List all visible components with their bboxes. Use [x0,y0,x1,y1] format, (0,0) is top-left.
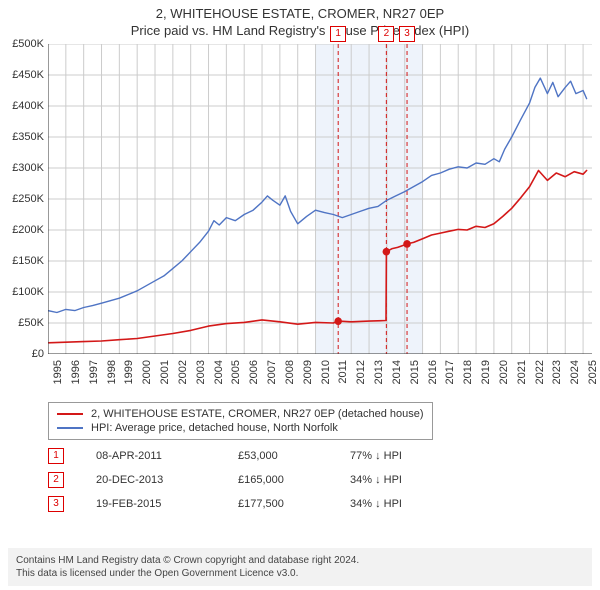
event-row: 1 08-APR-2011 £53,000 77% ↓ HPI [48,448,440,464]
x-tick-label: 2023 [551,360,563,384]
x-tick-label: 1996 [70,360,82,384]
legend-swatch [57,427,83,429]
y-tick-label: £350K [12,131,44,143]
y-tick-label: £250K [12,193,44,205]
legend-row: 2, WHITEHOUSE ESTATE, CROMER, NR27 0EP (… [57,407,424,421]
y-tick-label: £150K [12,255,44,267]
event-delta: 34% ↓ HPI [350,474,440,486]
x-tick-label: 2005 [230,360,242,384]
event-row: 2 20-DEC-2013 £165,000 34% ↓ HPI [48,472,440,488]
event-price: £53,000 [238,450,318,462]
event-marker-label: 1 [330,26,346,42]
footer-line: Contains HM Land Registry data © Crown c… [16,554,584,567]
title-main: 2, WHITEHOUSE ESTATE, CROMER, NR27 0EP [0,6,600,21]
event-delta: 77% ↓ HPI [350,450,440,462]
x-tick-label: 2021 [516,360,528,384]
footer-line: This data is licensed under the Open Gov… [16,567,584,580]
y-tick-label: £100K [12,286,44,298]
x-tick-label: 1998 [106,360,118,384]
event-price: £165,000 [238,474,318,486]
legend-row: HPI: Average price, detached house, Nort… [57,421,424,435]
plot-area [48,44,592,354]
x-tick-label: 2016 [427,360,439,384]
legend-swatch [57,413,83,415]
event-date: 20-DEC-2013 [96,474,206,486]
x-tick-label: 2022 [534,360,546,384]
x-tick-label: 1995 [52,360,64,384]
x-tick-label: 2007 [266,360,278,384]
x-tick-label: 2018 [462,360,474,384]
x-tick-label: 2019 [480,360,492,384]
x-tick-label: 2001 [159,360,171,384]
x-tick-label: 2009 [302,360,314,384]
y-axis-ticks: £0£50K£100K£150K£200K£250K£300K£350K£400… [4,44,48,354]
x-tick-label: 2002 [177,360,189,384]
title-block: 2, WHITEHOUSE ESTATE, CROMER, NR27 0EP P… [0,0,600,38]
x-tick-label: 2011 [337,360,349,384]
event-marker-label: 3 [399,26,415,42]
footer-attribution: Contains HM Land Registry data © Crown c… [8,548,592,586]
x-tick-label: 2025 [587,360,599,384]
x-tick-label: 2003 [195,360,207,384]
x-axis-ticks: 1995 1996 1997 1998 1999 2000 2001 2002 2003 2004… [48,354,592,398]
x-tick-label: 2013 [373,360,385,384]
x-tick-label: 2012 [355,360,367,384]
legend: 2, WHITEHOUSE ESTATE, CROMER, NR27 0EP (… [48,402,433,440]
legend-label: HPI: Average price, detached house, Nort… [91,422,338,434]
x-tick-label: 2015 [409,360,421,384]
event-marker-label: 2 [378,26,394,42]
x-tick-label: 2014 [391,360,403,384]
legend-label: 2, WHITEHOUSE ESTATE, CROMER, NR27 0EP (… [91,408,424,420]
x-tick-label: 2010 [320,360,332,384]
event-delta: 34% ↓ HPI [350,498,440,510]
x-tick-label: 2008 [284,360,296,384]
y-tick-label: £0 [32,348,44,360]
title-sub: Price paid vs. HM Land Registry's House … [0,23,600,38]
event-row: 3 19-FEB-2015 £177,500 34% ↓ HPI [48,496,440,512]
y-tick-label: £450K [12,69,44,81]
x-tick-label: 1997 [88,360,100,384]
y-tick-label: £400K [12,100,44,112]
y-tick-label: £200K [12,224,44,236]
x-tick-label: 1999 [123,360,135,384]
event-date: 08-APR-2011 [96,450,206,462]
event-number-box: 2 [48,472,64,488]
y-tick-label: £300K [12,162,44,174]
y-tick-label: £500K [12,38,44,50]
x-tick-label: 2006 [248,360,260,384]
price-chart: £0£50K£100K£150K£200K£250K£300K£350K£400… [48,44,592,354]
y-tick-label: £50K [18,317,44,329]
event-date: 19-FEB-2015 [96,498,206,510]
x-tick-label: 2000 [141,360,153,384]
event-price: £177,500 [238,498,318,510]
x-tick-label: 2017 [444,360,456,384]
event-number-box: 1 [48,448,64,464]
event-table: 1 08-APR-2011 £53,000 77% ↓ HPI 2 20-DEC-2013… [48,448,440,520]
x-tick-label: 2024 [569,360,581,384]
x-tick-label: 2004 [213,360,225,384]
x-tick-label: 2020 [498,360,510,384]
event-number-box: 3 [48,496,64,512]
